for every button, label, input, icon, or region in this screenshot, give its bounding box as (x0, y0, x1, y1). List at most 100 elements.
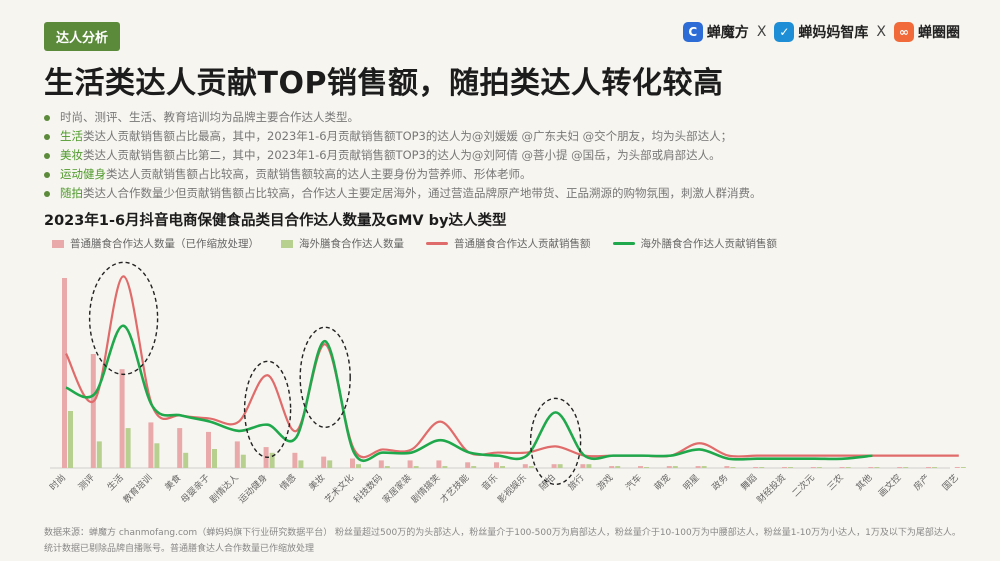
bar-ordinary-count (782, 467, 787, 468)
bar-overseas-count (240, 454, 246, 468)
line-overseas-gmv (65, 324, 873, 462)
brand-label: 蝉妈妈智库 (798, 25, 869, 41)
bar-overseas-count (384, 466, 390, 468)
bullet-dot-icon (44, 133, 50, 140)
bar-ordinary-count (695, 466, 701, 468)
highlight-ellipse (529, 397, 582, 486)
bar-overseas-count (413, 466, 419, 468)
bar-ordinary-count (292, 452, 298, 468)
line-ordinary-gmv (65, 275, 959, 459)
chart-legend: 普通膳食合作达人数量（已作缩放处理） 海外膳食合作达人数量 普通膳食合作达人贡献… (52, 236, 777, 251)
x-tick-label: 影视娱乐 (495, 472, 529, 506)
bullet-highlight: 随拍 (60, 186, 83, 200)
bar-ordinary-count (234, 441, 240, 468)
footer-notes: 数据来源：蝉魔方 chanmofang.com（蝉妈妈旗下行业研究数据平台） 粉… (44, 525, 961, 557)
brand-label: 蝉圈圈 (918, 25, 960, 41)
bar-overseas-count (874, 467, 880, 468)
bar-overseas-count (730, 467, 736, 468)
legend-label: 普通膳食合作达人贡献销售额 (454, 238, 591, 250)
x-tick-label: 国艺 (940, 472, 961, 493)
bar-ordinary-count (350, 458, 355, 468)
separator: X (756, 24, 767, 40)
bar-overseas-count (557, 464, 563, 468)
bar-ordinary-count (638, 466, 643, 468)
bullet-text: 类达人合作数量少但贡献销售额占比较高，合作达人主要定居海外，通过营造品牌原产地带… (83, 186, 762, 200)
brand-chanmofang: C 蝉魔方 (682, 22, 749, 42)
bar-overseas-count (701, 466, 707, 468)
bar-ordinary-count (839, 467, 845, 468)
bullet-highlight: 美妆 (60, 148, 83, 162)
x-tick-label: 游戏 (594, 472, 615, 493)
x-tick-label: 生活 (104, 472, 125, 493)
x-tick-label: 情感 (277, 472, 298, 493)
bar-ordinary-count (321, 456, 327, 468)
bar-overseas-count (903, 467, 909, 468)
bar-overseas-count (960, 467, 966, 468)
bar-overseas-count (125, 428, 131, 468)
bullet-item: 时尚、测评、生活、教育培训均为品牌主要合作达人类型。 (44, 108, 762, 127)
bar-ordinary-count (868, 467, 874, 468)
bar-ordinary-count (494, 462, 499, 468)
x-tick-label: 舞蹈 (739, 472, 760, 493)
separator: X (876, 24, 886, 40)
section-tag: 达人分析 (44, 22, 121, 51)
bar-ordinary-count (177, 428, 183, 468)
bar-overseas-count (816, 467, 822, 468)
brand-label: 蝉魔方 (706, 25, 749, 41)
x-tick-label: 测评 (76, 472, 97, 493)
bar-ordinary-count (465, 462, 471, 468)
x-tick-label: 教育培训 (121, 472, 155, 506)
x-tick-label: 美妆 (306, 472, 327, 493)
bar-overseas-count (442, 466, 448, 468)
x-tick-label: 时尚 (47, 472, 68, 493)
bar-ordinary-count (926, 467, 931, 468)
legend-label: 海外膳食合作达人数量 (299, 238, 404, 250)
bar-ordinary-count (810, 467, 816, 468)
bar-overseas-count (212, 449, 217, 468)
brand-chanquanquan: ∞ 蝉圈圈 (894, 22, 960, 42)
legend-item: 海外膳食合作达人贡献销售额 (612, 236, 777, 251)
x-tick-label: 艺术文化 (322, 472, 356, 506)
bullet-item: 运动健身 类达人贡献销售额占比较高，贡献销售额较高的达人主要身份为营养师、形体老师… (44, 165, 762, 184)
bar-ordinary-count (551, 464, 557, 468)
x-tick-label: 美食 (162, 472, 183, 493)
bar-overseas-count (759, 467, 765, 468)
legend-swatch (612, 242, 635, 245)
brand-logos: C 蝉魔方 X ✓ 蝉妈妈智库 X ∞ 蝉圈圈 (682, 22, 960, 42)
page-title: 生活类达人贡献TOP销售额，随拍类达人转化较高 (44, 66, 724, 101)
x-tick-label: 房产 (911, 472, 932, 493)
x-tick-label: 画文控 (876, 472, 904, 500)
chanmofang-logo-icon: C (682, 22, 703, 42)
bar-overseas-count (356, 464, 361, 468)
legend-swatch (52, 239, 64, 248)
bar-ordinary-count (148, 422, 154, 468)
bar-ordinary-count (666, 466, 672, 468)
bar-overseas-count (183, 452, 189, 468)
x-tick-label: 科技数码 (351, 472, 385, 506)
bullet-text: 时尚、测评、生活、教育培训均为品牌主要合作达人类型。 (60, 110, 359, 124)
chart-title: 2023年1-6月抖音电商保健食品类目合作达人数量及GMV by达人类型 (44, 213, 507, 229)
x-tick-label: 二次元 (789, 472, 817, 500)
bar-overseas-count (586, 464, 592, 468)
x-tick-label: 音乐 (479, 472, 500, 493)
chanmama-logo-icon: ✓ (774, 22, 795, 42)
x-tick-label: 旅行 (565, 472, 586, 493)
bar-ordinary-count (62, 278, 67, 468)
bullet-dot-icon (44, 152, 50, 159)
legend-item: 普通膳食合作达人贡献销售额 (426, 236, 591, 251)
x-tick-label: 其他 (853, 472, 874, 493)
highlight-ellipse (88, 261, 159, 376)
legend-label: 普通膳食合作达人数量（已作缩放处理） (70, 238, 259, 250)
x-tick-label: 剧情达人 (207, 472, 241, 506)
bar-overseas-count (298, 460, 304, 468)
bar-overseas-count (327, 460, 333, 468)
bar-overseas-count (96, 441, 102, 468)
x-tick-label: 才艺技能 (437, 472, 471, 506)
footer-source: 数据来源：蝉魔方 chanmofang.com（蝉妈妈旗下行业研究数据平台） 粉… (44, 528, 961, 538)
bar-ordinary-count (954, 467, 960, 468)
x-tick-label: 家居家装 (380, 472, 414, 506)
bar-ordinary-count (436, 460, 442, 468)
bar-overseas-count (528, 466, 534, 468)
chanquanquan-logo-icon: ∞ (894, 22, 914, 42)
bullet-highlight: 运动健身 (60, 167, 106, 181)
